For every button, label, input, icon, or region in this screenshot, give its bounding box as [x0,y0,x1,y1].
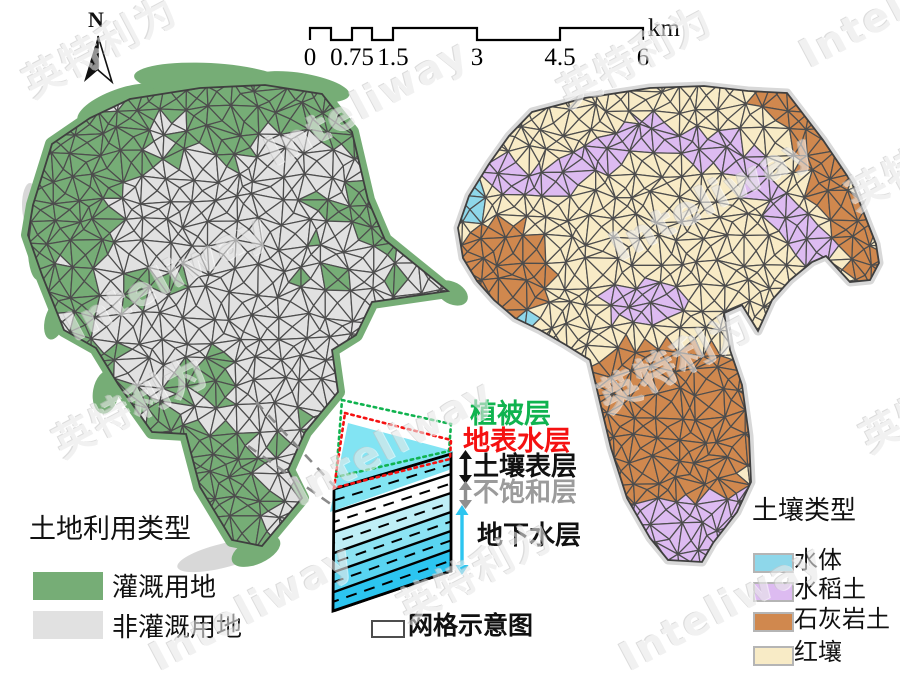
scale-tick-0: 0 [303,44,317,71]
grid-cell-schematic [330,398,453,613]
topsoil-layer-label: 土壤表层 [473,451,578,481]
soil-swatch-redsoil [753,646,794,666]
scale-tick-15: 1.5 [377,44,409,71]
soil-label-redsoil: 红壤 [794,640,842,666]
north-arrow-icon [84,35,114,85]
soil-mesh-outline [457,85,880,563]
surface-water-layer-label: 地表水层 [463,426,571,456]
zoom-leader-lines [247,401,337,507]
landuse-mesh-outline [27,84,451,547]
soil-label-paddy: 水稻土 [794,577,866,603]
grid-legend-swatch [371,620,405,638]
soil-swatch-limestone [753,612,794,632]
landuse-legend-title: 土地利用类型 [29,514,191,544]
scale-tick-45: 4.5 [544,44,576,71]
north-label: N [88,7,104,32]
grid-schematic-label: 网格示意图 [408,612,534,640]
soil-swatch-paddy [753,582,794,602]
scale-bar [308,26,645,42]
groundwater-layer-label: 地下水层 [477,520,582,550]
layer-extent-arrows [455,450,472,575]
scale-tick-3: 3 [470,44,484,71]
soil-legend-title: 土壤类型 [752,496,857,525]
landuse-triangular-mesh [28,85,448,546]
soil-swatch-water [753,553,794,573]
unsaturated-layer-label: 不饱和层 [473,477,578,507]
scale-tick-6: 6 [636,44,650,71]
landuse-label-nonirrigated: 非灌溉用地 [112,613,243,642]
landuse-label-irrigated: 灌溉用地 [112,573,217,602]
soil-label-limestone: 石灰岩土 [794,607,890,633]
landuse-swatch-irrigated [33,572,103,600]
scale-tick-075: 0.75 [330,44,374,71]
landuse-swatch-nonirrigated [33,611,103,639]
scale-unit-label: km [648,15,680,42]
soil-label-water: 水体 [794,548,842,574]
vegetation-layer-label: 植被层 [470,399,551,429]
